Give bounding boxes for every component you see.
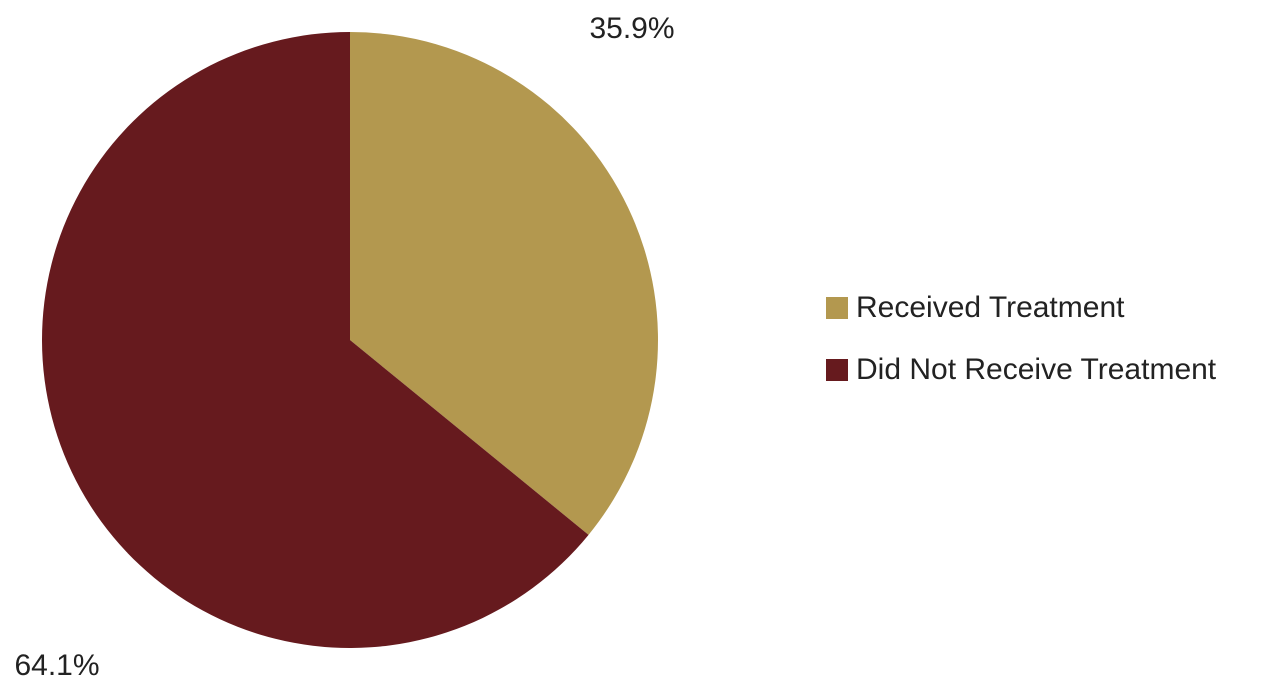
pie-slice-did-not-receive-treatment <box>41 32 589 649</box>
legend-item-did-not-receive-treatment: Did Not Receive Treatment <box>826 350 1216 390</box>
pie-slices <box>41 32 658 649</box>
legend-swatch-did-not-receive-treatment <box>826 359 848 381</box>
pie-slice-received-treatment <box>350 32 658 535</box>
pie-data-labels: 35.9% 64.1% <box>14 12 674 681</box>
data-label-received-treatment: 35.9% <box>589 12 674 45</box>
legend-swatch-received-treatment <box>826 297 848 319</box>
legend-item-received-treatment: Received Treatment <box>826 288 1216 328</box>
legend-label-did-not-receive-treatment: Did Not Receive Treatment <box>856 353 1217 386</box>
legend-label-received-treatment: Received Treatment <box>856 291 1125 324</box>
chart-legend: Received Treatment Did Not Receive Treat… <box>826 288 1216 390</box>
data-label-did-not-receive-treatment: 64.1% <box>14 649 99 681</box>
